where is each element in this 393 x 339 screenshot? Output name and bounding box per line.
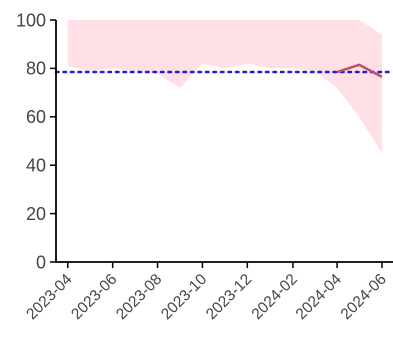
confidence-band-layer	[67, 20, 382, 154]
x-tick-label-2023-06: 2023-06	[68, 271, 120, 323]
x-tick-label-2023-08: 2023-08	[113, 271, 165, 323]
x-tick-label-2023-12: 2023-12	[203, 271, 255, 323]
y-tick-label-0: 0	[36, 252, 46, 272]
x-tick-label-2023-10: 2023-10	[158, 271, 211, 324]
y-tick-label-100: 100	[16, 10, 46, 30]
x-tick-label-2024-04: 2024-04	[293, 271, 346, 324]
series-layer	[336, 63, 383, 78]
y-tick-label-40: 40	[26, 156, 46, 176]
y-tick-label-20: 20	[26, 204, 46, 224]
y-tick-label-60: 60	[26, 107, 46, 127]
confidence-band	[67, 20, 382, 154]
x-tick-label-2024-02: 2024-02	[249, 271, 301, 323]
series-line-0	[336, 63, 383, 78]
x-tick-label-2023-04: 2023-04	[23, 271, 76, 324]
y-tick-label-80: 80	[26, 59, 46, 79]
x-tick-label-2024-06: 2024-06	[338, 271, 390, 323]
